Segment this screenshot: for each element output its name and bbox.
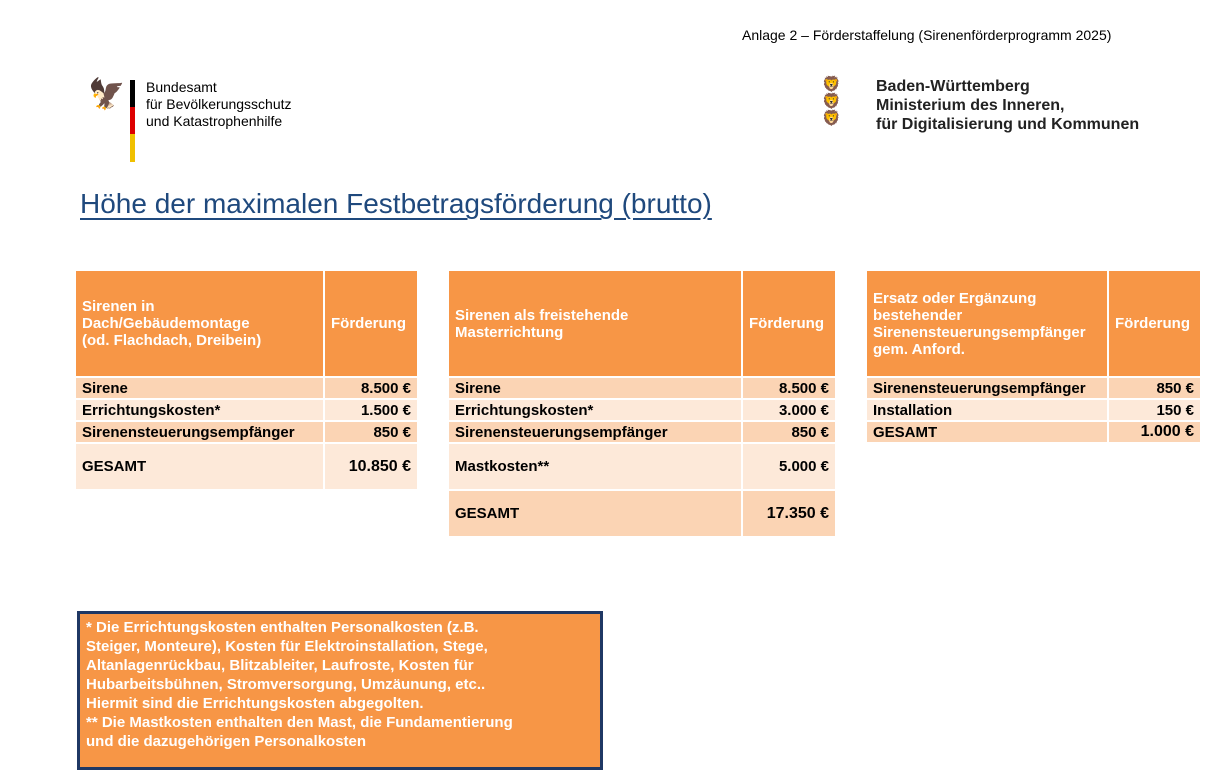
table-row-total: GESAMT 1.000 € [865,420,1202,444]
german-flag-bar [130,80,135,162]
annex-label: Anlage 2 – Förderstaffelung (Sirenenförd… [742,27,1112,43]
table-row-total: GESAMT 10.850 € [74,442,419,491]
table-row: Sirene 8.500 € [74,376,419,400]
bw-lions-icon: 🦁 🦁 🦁 [822,76,841,127]
column-header: Förderung [741,269,837,378]
column-header: Förderung [323,269,419,378]
table-header: Ersatz oder Ergänzung bestehender Sirenens… [865,269,1109,378]
note-line: * Die Errichtungskosten enthalten Person… [86,619,479,636]
column-header: Förderung [1107,269,1202,378]
note-line: und die dazugehörigen Personalkosten [86,733,367,750]
logo-line: Baden-Württemberg [876,78,1030,95]
table-row: Mastkosten** 5.000 € [447,442,837,491]
page-title: Höhe der maximalen Festbetragsförderung … [80,188,712,219]
note-line: Altanlagenrückbau, Blitzableiter, Laufro… [86,657,474,674]
table-empfaenger: Ersatz oder Ergänzung bestehender Sirenens… [865,269,1202,444]
table-row: Sirenensteuerungsempfänger 850 € [74,420,419,444]
logo-line: für Digitalisierung und Kommunen [876,116,1140,133]
table-mast: Sirenen als freistehende Masterrichtung Fö… [447,269,837,538]
table-row: Errichtungskosten* 3.000 € [447,398,837,422]
note-line: ** Die Mastkosten enthalten den Mast, di… [86,714,513,731]
table-row: Sirenensteuerungsempfänger 850 € [447,420,837,444]
bw-logo-text: Baden-Württemberg Ministerium des Innere… [876,77,1139,134]
table-row: Sirene 8.500 € [447,376,837,400]
table-dach: Sirenen in Dach/Gebäudemontage (od. Flachd… [74,269,419,491]
table-header: Sirenen in Dach/Gebäudemontage (od. Flachd… [74,269,325,378]
logo-line: und Katastrophenhilfe [146,113,283,129]
note-line: Steiger, Monteure), Kosten für Elektroin… [86,638,488,655]
table-row-total: GESAMT 17.350 € [447,489,837,538]
logo-line: Ministerium des Inneren, [876,97,1065,114]
bbk-logo-text: Bundesamt für Bevölkerungsschutz und Kat… [146,79,292,130]
table-header: Sirenen als freistehende Masterrichtung [447,269,743,378]
note-line: Hiermit sind die Errichtungskosten abgeg… [86,695,424,712]
table-row: Errichtungskosten* 1.500 € [74,398,419,422]
table-row: Installation 150 € [865,398,1202,422]
logo-line: Bundesamt [146,79,217,95]
footnote-box: * Die Errichtungskosten enthalten Person… [77,611,603,770]
note-line: Hubarbeitsbühnen, Stromversorgung, Umzäu… [86,676,486,693]
logo-line: für Bevölkerungsschutz [146,96,292,112]
federal-eagle-icon: 🦅 [88,78,126,111]
table-row: Sirenensteuerungsempfänger 850 € [865,376,1202,400]
